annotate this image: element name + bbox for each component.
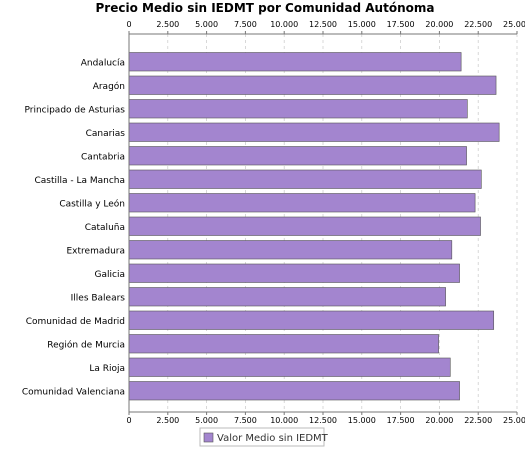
bar bbox=[128, 357, 451, 377]
bar bbox=[128, 310, 495, 330]
x-tick-label-bottom: 17.500 bbox=[387, 416, 415, 425]
x-tick-label-top: 12.500 bbox=[309, 20, 337, 29]
category-label: Castilla y León bbox=[59, 198, 125, 209]
x-tick-label-bottom: 22.500 bbox=[464, 416, 492, 425]
x-tick-label-top: 0 bbox=[126, 20, 131, 29]
category-label: La Rioja bbox=[89, 364, 125, 374]
category-label: Galicia bbox=[95, 270, 125, 280]
x-tick-label-top: 7.500 bbox=[234, 20, 257, 29]
category-label: Extremadura bbox=[67, 246, 126, 256]
axes bbox=[128, 33, 517, 413]
category-labels: Andalucía Aragón Principado de Asturias Can… bbox=[22, 58, 125, 397]
category-label: Comunidad de Madrid bbox=[26, 317, 125, 327]
x-axis-ticks: 0 0 2.500 2.500 5.000 5.000 7.500 7.500 10.000 10… bbox=[126, 20, 525, 425]
x-tick-label-bottom: 10.000 bbox=[270, 416, 298, 425]
bar bbox=[128, 287, 446, 307]
x-tick-label-bottom: 25.000 bbox=[503, 416, 525, 425]
category-label: Región de Murcia bbox=[47, 339, 125, 350]
bar bbox=[128, 75, 497, 95]
x-tick-label-bottom: 0 bbox=[126, 416, 131, 425]
bar bbox=[128, 169, 482, 189]
chart-title: Precio Medio sin IEDMT por Comunidad Aut… bbox=[96, 1, 435, 15]
bar bbox=[128, 146, 467, 166]
category-label: Aragón bbox=[93, 81, 125, 92]
bar bbox=[128, 216, 481, 236]
x-tick-label-top: 25.000 bbox=[503, 20, 525, 29]
x-tick-label-top: 22.500 bbox=[464, 20, 492, 29]
bar bbox=[128, 240, 453, 260]
x-tick-label-top: 15.000 bbox=[348, 20, 376, 29]
bar bbox=[128, 381, 460, 401]
bar bbox=[128, 99, 468, 119]
legend-label: Valor Medio sin IEDMT bbox=[217, 433, 329, 444]
category-label: Andalucía bbox=[81, 58, 125, 68]
category-label: Cataluña bbox=[85, 223, 125, 233]
legend: Valor Medio sin IEDMT bbox=[199, 427, 329, 447]
x-tick-label-bottom: 15.000 bbox=[348, 416, 376, 425]
category-label: Illes Balears bbox=[71, 293, 126, 303]
grid bbox=[167, 34, 518, 412]
category-label: Canarias bbox=[86, 129, 126, 139]
category-label: Cantabria bbox=[81, 152, 125, 162]
legend-box bbox=[199, 427, 325, 447]
bar bbox=[128, 263, 460, 283]
x-tick-label-bottom: 7.500 bbox=[234, 416, 257, 425]
x-tick-label-top: 10.000 bbox=[270, 20, 298, 29]
category-label: Principado de Asturias bbox=[24, 105, 125, 115]
bars bbox=[128, 52, 500, 401]
category-label: Comunidad Valenciana bbox=[22, 387, 125, 397]
x-tick-label-bottom: 20.000 bbox=[425, 416, 453, 425]
bar bbox=[128, 193, 476, 213]
legend-swatch bbox=[203, 432, 214, 443]
bar bbox=[128, 52, 462, 72]
bar bbox=[128, 334, 439, 354]
x-tick-label-top: 17.500 bbox=[387, 20, 415, 29]
x-tick-label-bottom: 12.500 bbox=[309, 416, 337, 425]
x-tick-label-top: 5.000 bbox=[195, 20, 218, 29]
x-tick-label-top: 20.000 bbox=[425, 20, 453, 29]
category-label: Castilla - La Mancha bbox=[34, 176, 125, 186]
bar bbox=[128, 122, 500, 142]
x-tick-label-bottom: 2.500 bbox=[156, 416, 179, 425]
x-tick-label-top: 2.500 bbox=[156, 20, 179, 29]
x-tick-label-bottom: 5.000 bbox=[195, 416, 218, 425]
